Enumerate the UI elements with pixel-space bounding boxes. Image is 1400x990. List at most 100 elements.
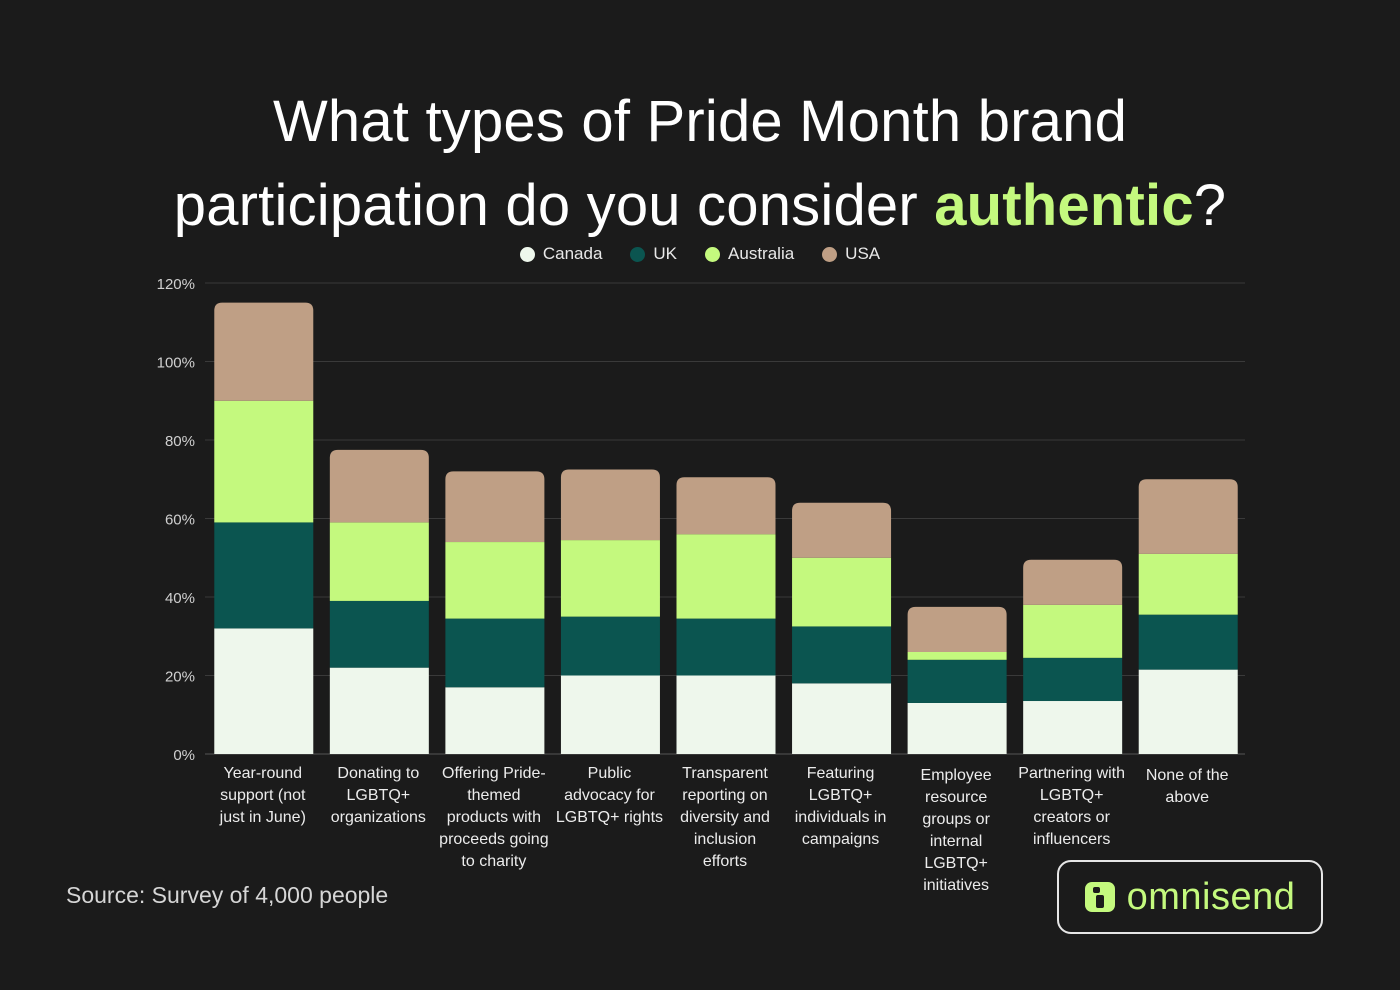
bar-segment-australia — [560, 540, 660, 617]
bar-segment-australia — [792, 557, 892, 627]
bar-segment-usa — [676, 477, 776, 535]
x-tick-label-line: themed — [467, 787, 520, 804]
bar-segment-uk — [560, 616, 660, 676]
bar-segment-australia — [329, 522, 429, 601]
bar-segment-usa — [1138, 479, 1238, 554]
bar-segment-canada — [1023, 701, 1123, 754]
bar-segment-australia — [676, 534, 776, 619]
x-tick-label: Transparent reporting on diversity and incl… — [680, 765, 770, 870]
bar-segment-canada — [329, 667, 429, 754]
bar-segment-usa — [1023, 559, 1123, 605]
x-tick-label-line: Employee — [921, 767, 992, 784]
x-tick-label-line: None of the — [1146, 767, 1229, 784]
bar-segment-canada — [907, 702, 1007, 754]
bar-segment-uk — [1023, 657, 1123, 702]
bar-segment-uk — [907, 659, 1007, 703]
x-tick-label-line: Offering Pride- — [442, 765, 546, 782]
bar-segment-usa — [560, 469, 660, 541]
x-tick-label-line: Featuring — [807, 765, 875, 782]
x-tick-label: Partnering with LGBTQ+ creators or influenc… — [1018, 765, 1125, 848]
x-tick-label-line: reporting on — [682, 787, 767, 804]
x-tick-label-line: Transparent — [682, 765, 768, 782]
x-tick-label-line: LGBTQ+ — [347, 787, 411, 804]
y-tick-label: 120% — [157, 276, 195, 293]
x-tick-label-line: proceeds going — [439, 831, 548, 848]
bar-segment-canada — [214, 628, 314, 754]
y-tick-label: 40% — [165, 590, 195, 607]
x-tick-label: None of the above — [1146, 767, 1229, 806]
y-tick-label: 80% — [165, 433, 195, 450]
x-tick-label: Public advocacy for LGBTQ+ rights — [556, 765, 663, 826]
x-tick-label-line: efforts — [703, 853, 747, 870]
x-tick-label-line: internal — [930, 833, 982, 850]
bar-segment-uk — [1138, 614, 1238, 670]
bar-segment-australia — [1138, 553, 1238, 615]
chart-title-line2-suffix: ? — [1193, 173, 1227, 238]
bar-segment-canada — [560, 675, 660, 754]
bar-segment-usa — [329, 449, 429, 523]
bar-segment-australia — [445, 542, 545, 619]
legend-item-uk: UK — [630, 244, 677, 264]
x-tick-label-line: Year-round — [223, 765, 302, 782]
brand-logo: omnisend — [1057, 860, 1323, 934]
x-tick-label-line: to charity — [461, 853, 526, 870]
x-tick-label-line: initiatives — [923, 877, 989, 894]
legend-item-canada: Canada — [519, 244, 603, 264]
x-tick-label-line: influencers — [1033, 831, 1110, 848]
legend-label: Canada — [542, 244, 603, 263]
legend-label: Australia — [728, 244, 795, 263]
bar-segment-australia — [1023, 604, 1123, 658]
bar-segment-uk — [329, 600, 429, 668]
x-tick-label-line: advocacy for — [564, 787, 655, 804]
x-tick-label-line: resource — [925, 789, 987, 806]
bar-segment-usa — [445, 471, 545, 543]
chart-title-line1: What types of Pride Month brand — [272, 89, 1128, 154]
bar-segment-uk — [676, 618, 776, 676]
bar-segment-australia — [214, 400, 314, 523]
omnisend-logo-icon — [1084, 882, 1115, 912]
x-tick-label-line: creators or — [1033, 809, 1110, 826]
x-tick-label: Employee resource groups or internal LGBTQ+ i… — [921, 767, 992, 894]
x-tick-label-line: inclusion — [694, 831, 756, 848]
bar-segment-usa — [214, 302, 314, 401]
y-tick-label: 20% — [165, 669, 195, 686]
bar-segment-canada — [1138, 669, 1238, 754]
legend-swatch — [822, 246, 838, 262]
bar-segment-usa — [792, 502, 892, 558]
chart-title: What types of Pride Month brand particip… — [0, 80, 1400, 248]
x-tick-label-line: just in June) — [219, 809, 306, 826]
bar-segment-canada — [445, 687, 545, 754]
x-tick-label-line: Public — [588, 765, 632, 782]
legend-item-usa: USA — [822, 244, 880, 264]
bar-segment-usa — [907, 606, 1007, 652]
brand-name: omnisend — [1126, 875, 1296, 918]
chart-legend: Canada UK Australia USA — [0, 244, 1400, 264]
x-tick-label: Offering Pride-themed products with procee… — [439, 765, 548, 870]
bar-segment-australia — [907, 651, 1007, 660]
x-tick-label-line: LGBTQ+ rights — [556, 809, 663, 826]
x-tick-label-line: groups or — [922, 811, 990, 828]
x-tick-label-line: LGBTQ+ — [809, 787, 873, 804]
x-tick-label-line: diversity and — [680, 809, 770, 826]
x-tick-label-line: organizations — [331, 809, 426, 826]
x-tick-label: Donating to LGBTQ+ organizations — [331, 765, 426, 826]
y-tick-label: 0% — [173, 747, 195, 764]
chart-title-highlight: authentic — [934, 173, 1194, 238]
x-tick-label: Year-round support (not just in June) — [219, 765, 306, 826]
bar-segment-canada — [792, 683, 892, 754]
x-tick-label-line: above — [1165, 789, 1209, 806]
x-tick-label-line: products with — [447, 809, 541, 826]
bar-segment-canada — [676, 675, 776, 754]
legend-label: UK — [653, 244, 678, 263]
legend-label: USA — [845, 244, 881, 263]
legend-item-australia: Australia — [705, 244, 794, 264]
bar-segment-uk — [445, 618, 545, 688]
legend-swatch — [519, 246, 535, 262]
y-tick-label: 60% — [165, 512, 195, 529]
legend-swatch — [630, 246, 646, 262]
x-tick-label-line: individuals in — [795, 809, 887, 826]
x-tick-label: Featuring LGBTQ+ individuals in campaigns — [795, 765, 887, 848]
x-tick-label-line: support (not — [220, 787, 306, 804]
x-tick-label-line: Donating to — [337, 765, 419, 782]
